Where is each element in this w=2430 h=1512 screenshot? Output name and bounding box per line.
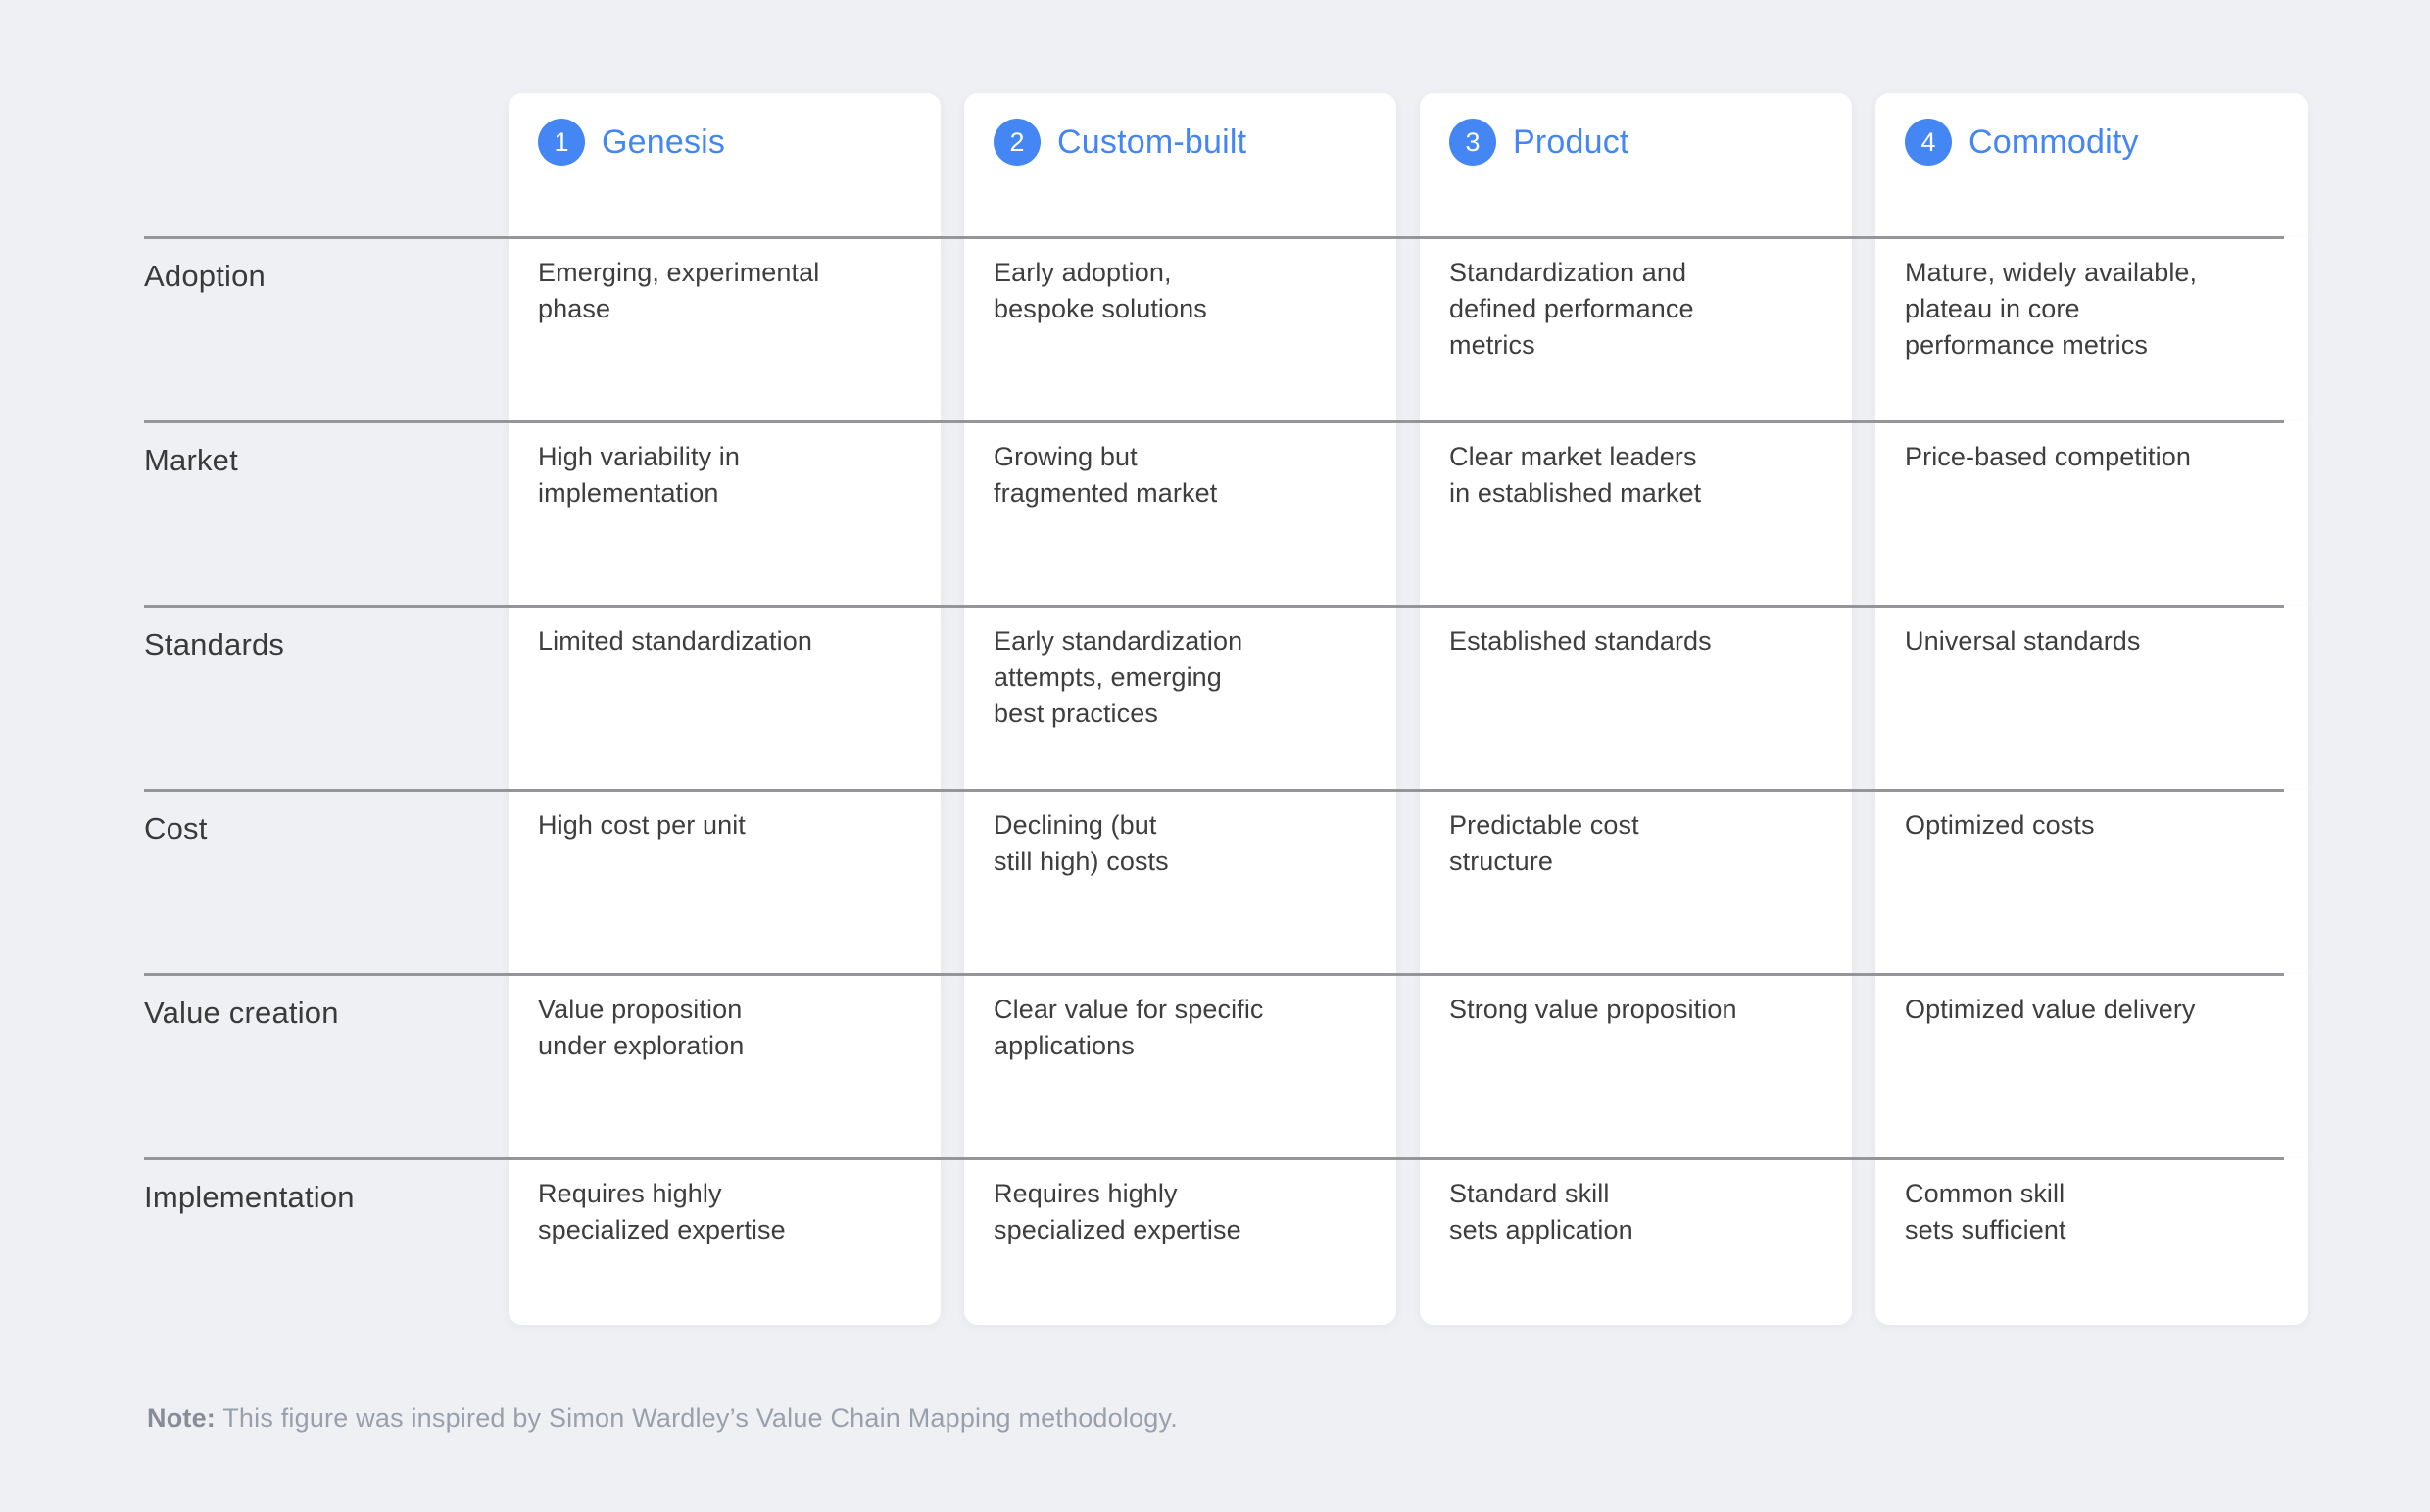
table-cell: Optimized costs [1875, 790, 2308, 974]
row-label-implementation: Implementation [144, 1180, 355, 1214]
table-cell: High variability in implementation [509, 421, 941, 606]
evolution-table: 1 Genesis 2 Custom-built 3 Product 4 Com… [144, 93, 2308, 1325]
row-divider [144, 420, 2284, 423]
column-header-label: Genesis [602, 123, 726, 161]
row-divider [144, 236, 2284, 239]
row-label-value-creation: Value creation [144, 996, 339, 1030]
row-divider [144, 1157, 2284, 1160]
table-cell: Growing but fragmented market [964, 421, 1396, 606]
table-cell: Clear market leaders in established mark… [1420, 421, 1852, 606]
table-cell: Predictable cost structure [1420, 790, 1852, 974]
table-cell: Value proposition under exploration [509, 974, 941, 1158]
table-cell: Early standardization attempts, emerging… [964, 606, 1396, 790]
table-cell: Early adoption, bespoke solutions [964, 237, 1396, 421]
stage-1-number-badge: 1 [538, 119, 585, 166]
figure-note: Note: This figure was inspired by Simon … [147, 1398, 1178, 1438]
table-cell: Standardization and defined performance … [1420, 237, 1852, 421]
row-label-market: Market [144, 443, 238, 477]
row-label-standards: Standards [144, 627, 285, 661]
column-header-genesis: 1 Genesis [509, 93, 941, 237]
table-cell: Common skill sets sufficient [1875, 1158, 2308, 1325]
table-cell: Established standards [1420, 606, 1852, 790]
table-cell: Requires highly specialized expertise [964, 1158, 1396, 1325]
table-cell: High cost per unit [509, 790, 941, 974]
row-divider [144, 973, 2284, 976]
column-header-label: Commodity [1968, 123, 2139, 161]
column-header-commodity: 4 Commodity [1875, 93, 2308, 237]
stage-2-number-badge: 2 [994, 119, 1041, 166]
stage-4-number-badge: 4 [1905, 119, 1952, 166]
column-header-custom-built: 2 Custom-built [964, 93, 1396, 237]
table-corner-spacer [144, 93, 485, 237]
table-cell: Standard skill sets application [1420, 1158, 1852, 1325]
table-cell: Price-based competition [1875, 421, 2308, 606]
stage-3-number-badge: 3 [1449, 119, 1496, 166]
table-cell: Optimized value delivery [1875, 974, 2308, 1158]
column-header-label: Product [1513, 123, 1629, 161]
column-header-label: Custom-built [1057, 123, 1247, 161]
note-label: Note: [147, 1403, 216, 1433]
table-cell: Requires highly specialized expertise [509, 1158, 941, 1325]
table-cell: Mature, widely available, plateau in cor… [1875, 237, 2308, 421]
table-cell: Emerging, experimental phase [509, 237, 941, 421]
table-cell: Strong value proposition [1420, 974, 1852, 1158]
row-divider [144, 605, 2284, 608]
table-cell: Declining (but still high) costs [964, 790, 1396, 974]
table-cell: Limited standardization [509, 606, 941, 790]
row-label-adoption: Adoption [144, 259, 266, 293]
table-cell: Clear value for specific applications [964, 974, 1396, 1158]
column-header-product: 3 Product [1420, 93, 1852, 237]
row-label-cost: Cost [144, 811, 208, 846]
note-text: This figure was inspired by Simon Wardle… [216, 1403, 1178, 1433]
row-divider [144, 789, 2284, 792]
table-cell: Universal standards [1875, 606, 2308, 790]
